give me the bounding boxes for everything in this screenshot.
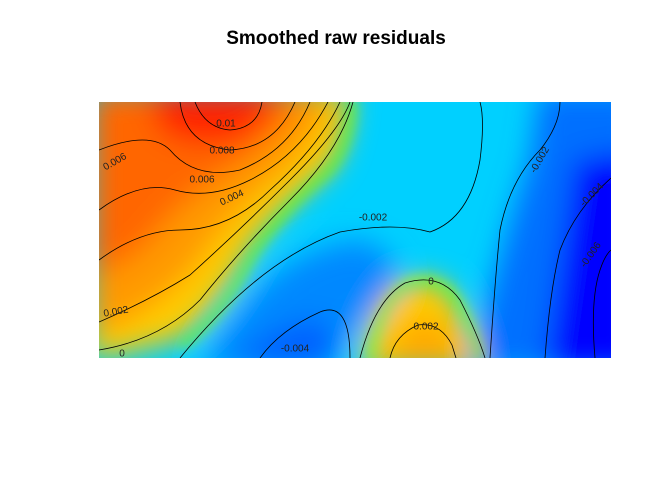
contour-label: -0.002	[359, 213, 388, 224]
chart-title: Smoothed raw residuals	[226, 28, 446, 49]
contour-label: -0.004	[281, 344, 310, 355]
contour-label: 0.002	[103, 304, 130, 319]
contour-label: 0	[428, 277, 434, 288]
contour-lines	[99, 102, 611, 358]
heatmap-field	[99, 102, 611, 358]
contour-label: 0.008	[209, 146, 234, 157]
contour-label: 0.006	[189, 175, 214, 186]
contour-label: 0.002	[413, 322, 438, 333]
contour-label: 0	[119, 349, 125, 360]
contour-label: 0.01	[216, 119, 236, 130]
